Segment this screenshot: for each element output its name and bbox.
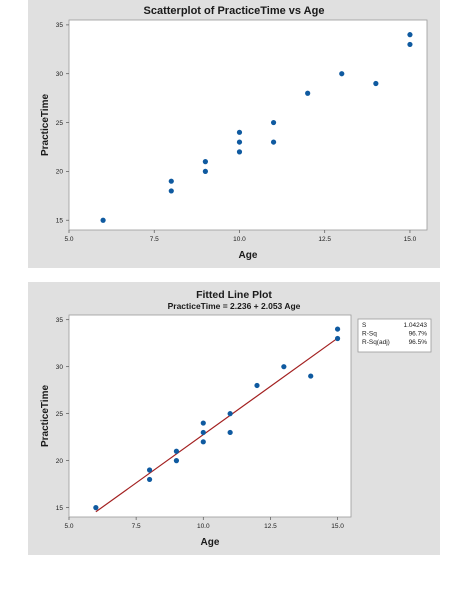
data-point <box>334 326 341 332</box>
data-point <box>281 364 287 370</box>
scatterplot-chart: Scatterplot of PracticeTime vs Age Age P… <box>40 5 428 261</box>
data-point <box>146 467 153 473</box>
y-tick-label: 15 <box>56 505 64 512</box>
chart-title: Fitted Line Plot <box>196 289 272 301</box>
data-point <box>200 439 206 445</box>
y-tick-label: 30 <box>56 364 64 371</box>
x-tick-label: 7.5 <box>132 523 141 530</box>
data-point <box>334 335 341 342</box>
fitted-line-panel: Fitted Line Plot PracticeTime = 2.236 + … <box>28 282 440 555</box>
chart-title: Scatterplot of PracticeTime vs Age <box>144 5 325 17</box>
x-tick-label: 15.0 <box>404 236 417 243</box>
y-tick-label: 35 <box>56 317 64 324</box>
data-point <box>93 505 99 511</box>
y-axis-label: PracticeTime <box>40 385 51 448</box>
y-tick-label: 20 <box>56 169 64 176</box>
data-point <box>254 382 260 389</box>
x-axis-label: Age <box>201 537 220 548</box>
data-point <box>407 32 413 38</box>
data-point <box>168 188 174 194</box>
data-point <box>202 159 208 165</box>
data-point <box>202 168 208 174</box>
x-tick-label: 7.5 <box>150 236 159 243</box>
stats-value: 96.7% <box>409 331 428 338</box>
plot-area <box>68 314 352 518</box>
fitted-line-chart: Fitted Line Plot PracticeTime = 2.236 + … <box>40 289 432 548</box>
scatterplot-panel: Scatterplot of PracticeTime vs Age Age P… <box>28 0 440 268</box>
y-axis-label: PracticeTime <box>40 94 51 157</box>
x-tick-label: 10.0 <box>233 236 246 243</box>
plot-area <box>68 19 428 231</box>
data-point <box>236 139 243 145</box>
data-point <box>270 119 277 126</box>
y-tick-label: 30 <box>56 71 64 78</box>
y-tick-label: 25 <box>56 411 64 418</box>
data-point <box>339 71 345 77</box>
fitted-regression-line <box>95 337 338 513</box>
y-tick-label: 15 <box>56 218 64 225</box>
stats-table <box>357 318 432 353</box>
data-point <box>236 149 243 155</box>
data-point <box>146 476 153 483</box>
data-point <box>308 373 314 379</box>
stats-label: R-Sq <box>362 331 377 338</box>
data-point <box>168 178 174 184</box>
x-tick-label: 10.0 <box>197 523 210 530</box>
x-tick-label: 5.0 <box>64 236 73 243</box>
stats-value: 96.5% <box>409 339 428 346</box>
y-tick-label: 35 <box>56 22 64 29</box>
data-point <box>227 429 233 436</box>
regression-equation: PracticeTime = 2.236 + 2.053 Age <box>168 301 301 311</box>
data-point <box>270 139 277 145</box>
stats-rows: S 1.04243 R-Sq 96.7% R-Sq(adj) 96.5% <box>362 322 427 346</box>
x-tick-label: 15.0 <box>331 523 344 530</box>
data-point <box>227 411 233 417</box>
data-point <box>200 420 206 426</box>
x-tick-label: 12.5 <box>318 236 331 243</box>
data-point <box>373 80 379 87</box>
y-tick-label: 20 <box>56 458 64 465</box>
data-point <box>236 129 243 135</box>
stats-label: R-Sq(adj) <box>362 339 390 346</box>
data-point <box>100 217 106 223</box>
data-point <box>407 41 413 48</box>
data-point <box>173 458 180 464</box>
x-axis-label: Age <box>239 250 258 261</box>
data-point <box>200 429 206 436</box>
x-tick-label: 5.0 <box>64 523 73 530</box>
stats-label: S <box>362 322 367 329</box>
y-tick-label: 25 <box>56 120 64 127</box>
data-point <box>173 448 180 454</box>
x-tick-label: 12.5 <box>264 523 277 530</box>
data-point <box>305 90 311 96</box>
stats-value: 1.04243 <box>404 322 428 329</box>
